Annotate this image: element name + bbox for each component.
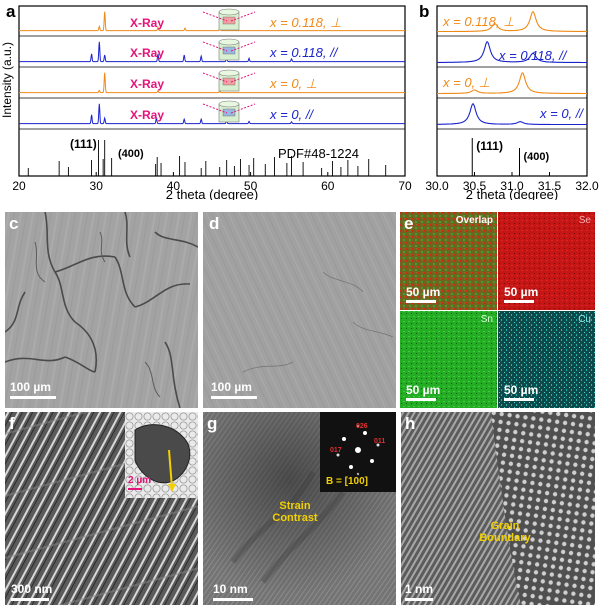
- panel-a-xray-label-0: X-Ray: [130, 16, 164, 30]
- panel-a-xtick-label-1: 30: [90, 179, 104, 193]
- panel-a-trace-1: [19, 41, 405, 63]
- panel-a-trace-label-3: x = 0, //: [269, 107, 314, 122]
- panel-a-trace-3: [19, 103, 405, 125]
- panel-a-beam-in-3: [202, 103, 228, 114]
- panel-label-e: e: [404, 214, 414, 233]
- panel-h-atomic-image: h Grain Boundary 1 nm: [401, 412, 595, 605]
- panel-c-scalebar: [10, 396, 56, 399]
- panel-g-scalebar-label: 10 nm: [213, 582, 248, 596]
- eds-overlap-scalebar: [406, 300, 436, 303]
- panel-a-beam-in-2: [202, 72, 228, 83]
- panel-e-eds-cu-map: Cu 50 µm: [498, 311, 595, 408]
- panel-a-trace-0: [19, 11, 405, 32]
- panel-e-eds-se-map: Se 50 µm: [498, 212, 595, 310]
- panel-a-peak-400: (400): [118, 148, 144, 160]
- panel-g-annotation: Strain Contrast: [272, 500, 318, 524]
- panel-f-tem-image: 2 µm f 300 nm: [5, 412, 198, 605]
- panel-a-sample-slice-2: [222, 77, 236, 86]
- panel-e-eds-overlap-map: e Overlap 50 µm: [400, 212, 497, 310]
- panel-a-xlabel: 2 theta (degree): [166, 187, 259, 200]
- panel-a-sample-top-0: [218, 8, 240, 16]
- eds-cu-scalebar: [504, 398, 534, 401]
- panel-a-ref-label: PDF#48-1224: [278, 146, 359, 161]
- panel-label-d: d: [209, 214, 220, 233]
- panel-a-xrd-pattern: x = 0.118, ⊥ X-Ray x = 0.118, // X-Ray x = 0…: [12, 5, 412, 200]
- panel-g-hrtem-image: 026 011 017 B = [100] g Strain Contrast …: [203, 412, 396, 605]
- panel-label-h: h: [405, 414, 416, 433]
- panel-d-scalebar: [211, 396, 257, 399]
- eds-se-scalebar: [504, 300, 534, 303]
- panel-a-sample-top-2: [218, 69, 240, 77]
- eds-cu-scalebar-label: 50 µm: [504, 383, 539, 397]
- eds-overlap-scalebar-label: 50 µm: [406, 285, 441, 299]
- panel-a-beam-out-0: [230, 11, 256, 22]
- panel-a-xray-label-3: X-Ray: [130, 108, 164, 122]
- panel-a-sample-top-3: [218, 100, 240, 108]
- eds-cu-title: Cu: [578, 314, 591, 325]
- panel-g-fft-inset: 026 011 017 B = [100]: [320, 412, 396, 492]
- eds-sn-scalebar: [406, 398, 436, 401]
- fft-spot-label-017: 017: [330, 447, 342, 454]
- panel-a-sample-slice-3: [222, 108, 236, 117]
- panel-a-xtick-label-0: 20: [12, 179, 26, 193]
- eds-sn-title: Sn: [480, 314, 493, 325]
- panel-a-beam-out-2: [230, 72, 256, 83]
- panel-g-scalebar: [213, 598, 253, 601]
- panel-f-inset-scalebar-label: 2 µm: [128, 475, 151, 486]
- panel-label-f: f: [9, 414, 15, 433]
- panel-c-sem-image: c 100 µm: [5, 212, 198, 408]
- panel-a-xtick-label-4: 60: [321, 179, 335, 193]
- eds-se-scalebar-label: 50 µm: [504, 285, 539, 299]
- panel-a-xtick-label-2: 40: [167, 179, 181, 193]
- panel-label-a: a: [6, 2, 16, 21]
- panel-a-beam-out-1: [230, 41, 256, 52]
- panel-a-trace-label-1: x = 0.118, //: [269, 45, 339, 60]
- eds-overlap-title: Overlap: [455, 215, 493, 226]
- panel-a-trace-label-0: x = 0.118, ⊥: [269, 15, 341, 30]
- panel-a-xray-label-2: X-Ray: [130, 77, 164, 91]
- panel-a-frame: [18, 5, 406, 177]
- panel-d-scalebar-label: 100 µm: [211, 380, 252, 394]
- panel-f-inset-image: 2 µm: [125, 412, 198, 498]
- panel-h-scalebar-label: 1 nm: [405, 582, 434, 596]
- panel-e-eds-sn-map: Sn 50 µm: [400, 311, 497, 408]
- panel-a-trace-label-2: x = 0, ⊥: [269, 76, 317, 91]
- fft-spot-label-011: 011: [374, 438, 386, 445]
- eds-sn-scalebar-label: 50 µm: [406, 383, 441, 397]
- panel-d-sem-image: d 100 µm: [203, 212, 396, 408]
- panel-label-b: b: [419, 2, 430, 21]
- panel-c-scalebar-label: 100 µm: [10, 380, 51, 394]
- panel-a-sample-slice-0: [222, 16, 236, 25]
- panel-label-g: g: [207, 414, 218, 433]
- panel-h-scalebar: [405, 598, 433, 601]
- panel-f-scalebar-label: 300 nm: [11, 582, 53, 596]
- panel-f-scalebar: [11, 598, 49, 601]
- panel-a-peak-111: (111): [70, 137, 97, 151]
- panel-a-xtick-label-3: 50: [244, 179, 258, 193]
- panel-a-trace-2: [19, 72, 405, 94]
- panel-a-beam-in-0: [202, 11, 228, 22]
- eds-se-title: Se: [578, 215, 591, 226]
- panel-label-c: c: [9, 214, 19, 233]
- panel-a-sample-slice-1: [222, 46, 236, 55]
- panel-f-inset-scalebar: [128, 488, 142, 490]
- panel-a-xray-label-1: X-Ray: [130, 46, 164, 60]
- panel-a-beam-in-1: [202, 41, 228, 52]
- fft-spot-label-026: 026: [356, 423, 368, 430]
- panel-a-beam-out-3: [230, 103, 256, 114]
- panel-g-fft-zone-axis: B = [100]: [326, 476, 368, 487]
- panel-a-sample-top-1: [218, 38, 240, 46]
- panel-a-xtick-label-5: 70: [398, 179, 412, 193]
- panel-h-annotation: Grain Boundary: [479, 520, 531, 544]
